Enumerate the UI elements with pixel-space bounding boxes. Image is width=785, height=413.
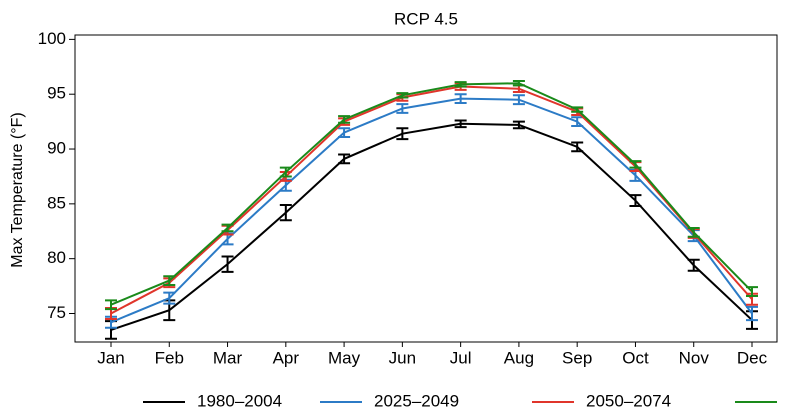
error-bar <box>221 255 234 273</box>
error-bar <box>338 115 351 124</box>
y-tick-label: 95 <box>47 84 66 103</box>
error-bar <box>746 286 758 297</box>
error-bar <box>571 106 584 113</box>
error-bar <box>396 92 409 99</box>
error-bar <box>512 80 525 87</box>
x-tick-label: Jul <box>450 348 472 367</box>
series-line <box>110 97 753 324</box>
x-tick-label: Dec <box>737 348 768 367</box>
error-bar <box>687 258 700 272</box>
error-bar <box>512 94 525 106</box>
error-bar <box>454 81 467 88</box>
x-tick-label: Nov <box>679 348 710 367</box>
x-tick-label: May <box>328 348 361 367</box>
plot-frame <box>74 34 778 343</box>
y-axis-label: Max Temperature (°F) <box>9 112 26 267</box>
x-tick-label: Sep <box>562 348 592 367</box>
error-bar <box>338 127 351 138</box>
x-tick-label: Feb <box>155 348 184 367</box>
error-bar <box>571 116 584 128</box>
error-bar <box>163 275 176 286</box>
error-bar <box>629 194 642 208</box>
series-line <box>110 85 753 315</box>
error-bar <box>454 93 467 104</box>
legend-label: 1980–2004 <box>197 391 282 410</box>
error-bar <box>221 223 234 233</box>
chart-title: RCP 4.5 <box>394 9 458 28</box>
y-tick-label: 75 <box>47 303 66 322</box>
error-bar <box>746 305 758 322</box>
x-tick-label: Apr <box>273 348 300 367</box>
error-bar <box>454 119 467 129</box>
y-tick-label: 85 <box>47 193 66 212</box>
series-line <box>110 82 753 306</box>
series-line <box>110 122 753 331</box>
error-bar <box>687 226 700 238</box>
error-bar <box>512 120 525 130</box>
x-tick-label: Aug <box>504 348 534 367</box>
y-tick-label: 100 <box>38 29 66 48</box>
error-bar <box>338 153 351 165</box>
error-bar <box>105 299 117 311</box>
x-tick-label: Oct <box>622 348 649 367</box>
y-tick-label: 90 <box>47 139 66 158</box>
error-bar <box>163 291 176 305</box>
error-bar <box>396 103 409 114</box>
legend-label: 2050–2074 <box>586 391 671 410</box>
error-bar <box>279 203 292 222</box>
y-tick-label: 80 <box>47 248 66 267</box>
x-tick-label: Jun <box>389 348 416 367</box>
error-bar <box>396 127 409 141</box>
x-tick-label: Jan <box>97 348 124 367</box>
error-bar <box>571 141 584 153</box>
error-bar <box>279 166 292 178</box>
legend-label: 2025–2049 <box>374 391 459 410</box>
x-tick-label: Mar <box>213 348 243 367</box>
error-bar <box>629 160 642 169</box>
